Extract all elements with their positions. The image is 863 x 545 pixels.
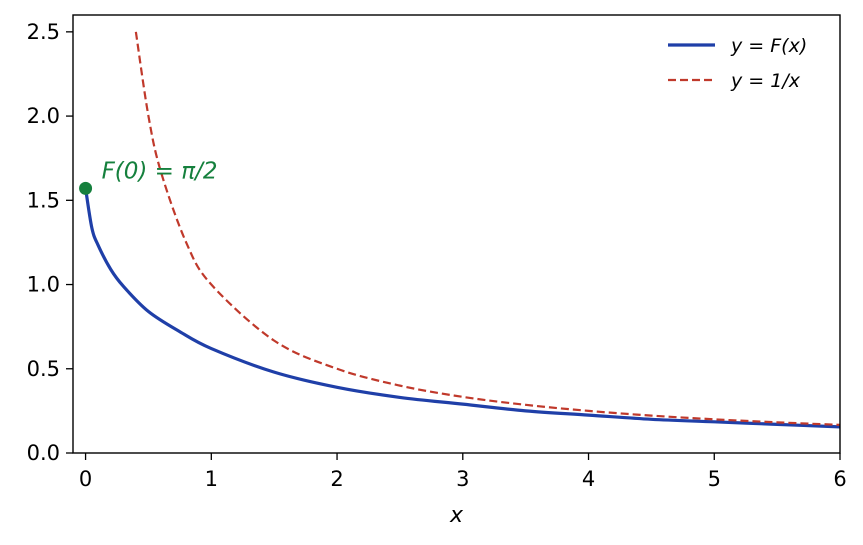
x-tick-label: 5 bbox=[708, 467, 721, 491]
y-tick-label: 0.5 bbox=[27, 357, 60, 381]
y-tick-label: 2.5 bbox=[27, 20, 60, 44]
annotation-point bbox=[79, 181, 93, 195]
y-tick-label: 1.0 bbox=[27, 273, 60, 297]
x-tick-label: 1 bbox=[205, 467, 218, 491]
x-tick-label: 0 bbox=[79, 467, 92, 491]
legend-label: y = F(x) bbox=[730, 35, 807, 57]
x-axis-ticks: 0 1 2 3 4 5 6 bbox=[79, 453, 847, 491]
legend-label: y = 1/x bbox=[730, 70, 801, 92]
annotation-layer: F(0) = π/2 bbox=[79, 158, 218, 195]
x-tick-label: 3 bbox=[456, 467, 469, 491]
y-tick-label: 1.5 bbox=[27, 188, 60, 212]
axes-frame bbox=[72, 14, 841, 454]
x-tick-label: 2 bbox=[330, 467, 343, 491]
y-tick-label: 0.0 bbox=[27, 441, 60, 465]
annotation-label: F(0) = π/2 bbox=[102, 158, 218, 184]
series-line-one-over-x bbox=[134, 31, 840, 426]
x-tick-label: 6 bbox=[833, 467, 846, 491]
plot-area bbox=[83, 31, 840, 429]
x-axis-label: x bbox=[449, 503, 464, 528]
legend: y = F(x) y = 1/x bbox=[668, 35, 807, 92]
x-tick-label: 4 bbox=[582, 467, 595, 491]
series-line-F-of-x bbox=[83, 188, 840, 429]
y-tick-label: 2.0 bbox=[27, 104, 60, 128]
y-axis-ticks: 0.0 0.5 1.0 1.5 2.0 2.5 bbox=[27, 20, 73, 465]
